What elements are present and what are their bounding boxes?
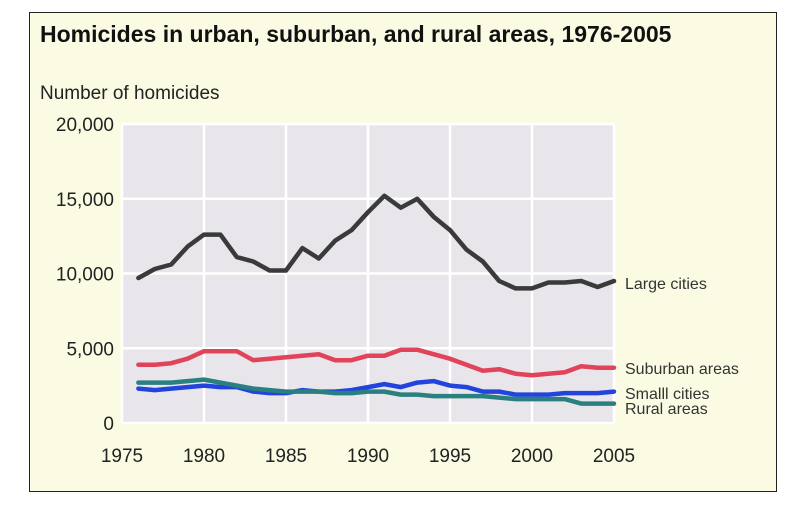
x-tick-label: 1980 [183, 446, 225, 467]
chart-title: Homicides in urban, suburban, and rural … [40, 21, 672, 47]
series-label-rural-areas: Rural areas [625, 401, 708, 418]
y-tick-label: 0 [103, 414, 114, 435]
series-line-rural-areas [136, 377, 617, 406]
y-tick-label: 20,000 [56, 115, 114, 136]
series-label-smalll-cities: Smalll cities [625, 386, 709, 403]
grid-lines [120, 122, 616, 425]
x-tick-label: 1975 [101, 446, 143, 467]
series-line-smalll-cities [136, 378, 617, 397]
x-tick-label: 1995 [429, 446, 471, 467]
x-tick-label: 1990 [347, 446, 389, 467]
y-tick-label: 5,000 [66, 339, 114, 360]
y-tick-label: 15,000 [56, 190, 114, 211]
tick-labels: 1975 1980 1985 1990 1995 2000 2005 0 5,000 10,000… [56, 115, 635, 467]
x-tick-label: 2005 [593, 446, 635, 467]
series-label-suburban-areas: Suburban areas [625, 361, 739, 378]
x-tick-label: 1985 [265, 446, 307, 467]
y-tick-label: 10,000 [56, 265, 114, 286]
x-tick-label: 2000 [511, 446, 553, 467]
series-line-suburban-areas [136, 347, 617, 378]
series-line-large-cities [136, 193, 617, 291]
series-lines [136, 193, 617, 406]
y-axis-label: Number of homicides [40, 83, 220, 104]
line-labels: Large cities Suburban areas Smalll citiesR… [625, 276, 739, 418]
series-label-large-cities: Large cities [625, 276, 707, 293]
